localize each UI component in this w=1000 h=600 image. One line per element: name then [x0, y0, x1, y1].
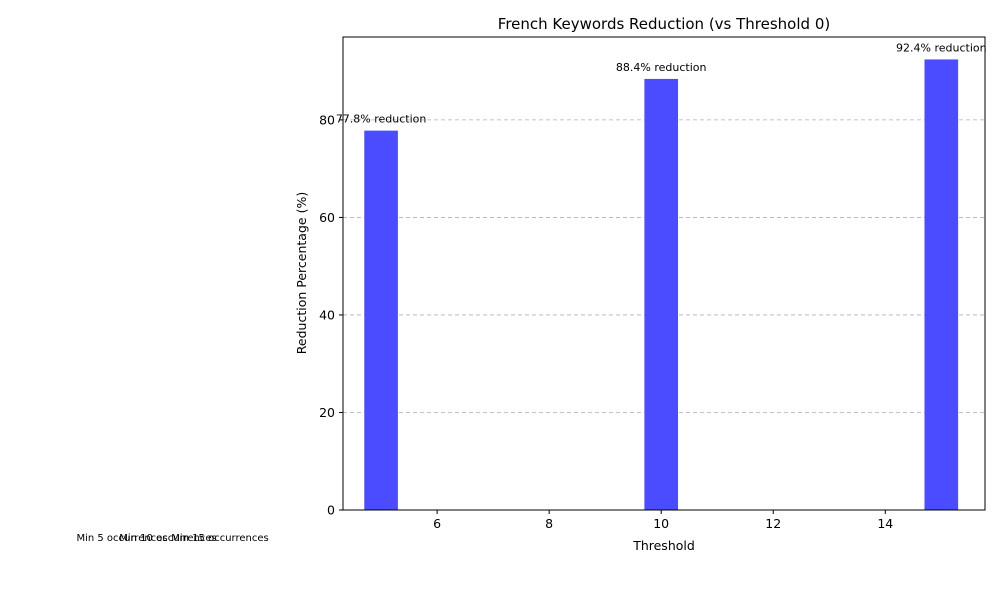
- y-tick-label-4: 80: [319, 112, 335, 127]
- bottom-annotation-2: Min 15 occurrences: [171, 533, 268, 544]
- bar-threshold-5: [364, 130, 398, 510]
- x-tick-label-3: 12: [765, 516, 781, 531]
- y-axis-label: Reduction Percentage (%): [294, 192, 309, 354]
- data-label-threshold-5: 77.8% reduction: [336, 113, 427, 126]
- data-label-threshold-10: 88.4% reduction: [616, 61, 707, 74]
- chart-title: French Keywords Reduction (vs Threshold …: [498, 15, 830, 33]
- y-tick-label-1: 20: [319, 405, 335, 420]
- bottom-annotation-1: Min 10 occurrences: [119, 533, 216, 544]
- x-tick-label-2: 10: [653, 516, 669, 531]
- data-label-threshold-15: 92.4% reduction: [896, 41, 987, 54]
- bar-threshold-15: [924, 59, 959, 510]
- x-tick-label-4: 14: [877, 516, 893, 531]
- bottom-annotation-0: Min 5 occurrences: [76, 533, 167, 544]
- plot-frame: [342, 36, 986, 511]
- axis-ticks: 0 20 40 60 80 6 8 10 12 14: [319, 112, 893, 531]
- grid-lines: [343, 119, 985, 413]
- y-tick-label-3: 60: [319, 210, 335, 225]
- x-tick-label-0: 6: [433, 516, 441, 531]
- data-labels: 77.8% reduction 88.4% reduction 92.4% redu…: [336, 41, 987, 125]
- y-tick-label-2: 40: [319, 307, 335, 322]
- bars: [364, 59, 959, 510]
- bar-threshold-10: [644, 78, 679, 510]
- x-tick-label-1: 8: [545, 516, 553, 531]
- x-axis-label: Threshold: [632, 538, 695, 553]
- y-tick-label-0: 0: [327, 503, 335, 518]
